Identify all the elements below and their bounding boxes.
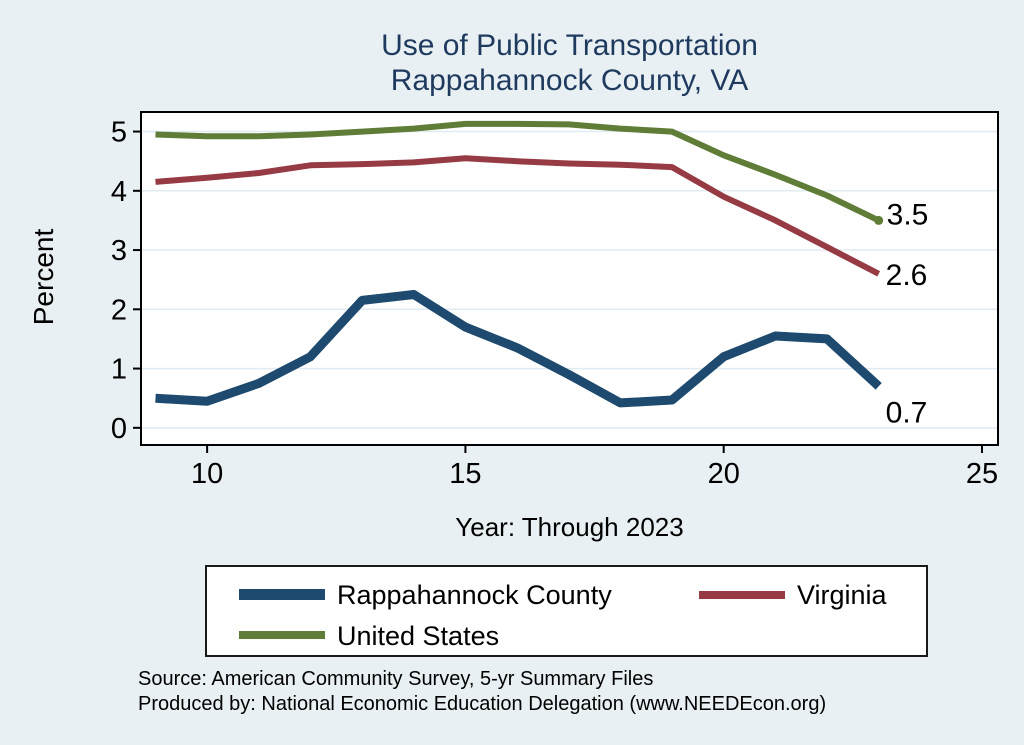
source-note: Source: American Community Survey, 5-yr …	[138, 668, 654, 690]
y-tick-label-4: 4	[111, 176, 127, 208]
footer-notes: Source: American Community Survey, 5-yr …	[138, 667, 826, 717]
chart-legend: Rappahannock County Virginia United Stat…	[205, 565, 928, 657]
y-tick-label-5: 5	[111, 117, 127, 149]
legend-label-rappahannock-county: Rappahannock County	[337, 580, 612, 610]
y-tick-label-1: 1	[111, 354, 127, 386]
x-tick-label-15: 15	[449, 458, 481, 490]
chart-canvas: 0.7 2.6 3.5 0 1 2 3 4 5 10 15 20 25	[111, 111, 999, 490]
y-tick-label-0: 0	[111, 413, 127, 445]
legend-swatch-rappahannock-county	[239, 589, 325, 600]
plot-border	[140, 111, 999, 446]
x-tick-label-10: 10	[191, 458, 223, 490]
y-tick-label-2: 2	[111, 294, 127, 326]
series-end-label-united-states: 3.5	[887, 198, 929, 231]
series-line-virginia	[155, 155, 881, 277]
chart-title-line-2: Rappahannock County, VA	[390, 64, 749, 97]
series-end-marker-united-states	[874, 215, 884, 225]
series-line-united-states	[155, 120, 881, 224]
x-tick-label-20: 20	[708, 458, 740, 490]
chart-title: Use of Public Transportation Rappahannoc…	[141, 28, 998, 98]
legend-label-united-states: United States	[337, 621, 500, 651]
series-end-label-virginia: 2.6	[886, 259, 928, 292]
x-axis-title: Year: Through 2023	[455, 512, 684, 542]
x-tick-label-25: 25	[966, 458, 998, 490]
chart-title-line-1: Use of Public Transportation	[381, 29, 758, 62]
legend-label-virginia: Virginia	[797, 580, 887, 610]
y-tick-label-3: 3	[111, 235, 127, 267]
legend-swatch-united-states	[239, 631, 325, 639]
producer-note: Produced by: National Economic Education…	[138, 693, 827, 715]
legend-swatch-virginia	[699, 591, 785, 599]
series-end-label-rappahannock-county: 0.7	[886, 396, 928, 429]
series-line-rappahannock-county	[155, 290, 882, 408]
